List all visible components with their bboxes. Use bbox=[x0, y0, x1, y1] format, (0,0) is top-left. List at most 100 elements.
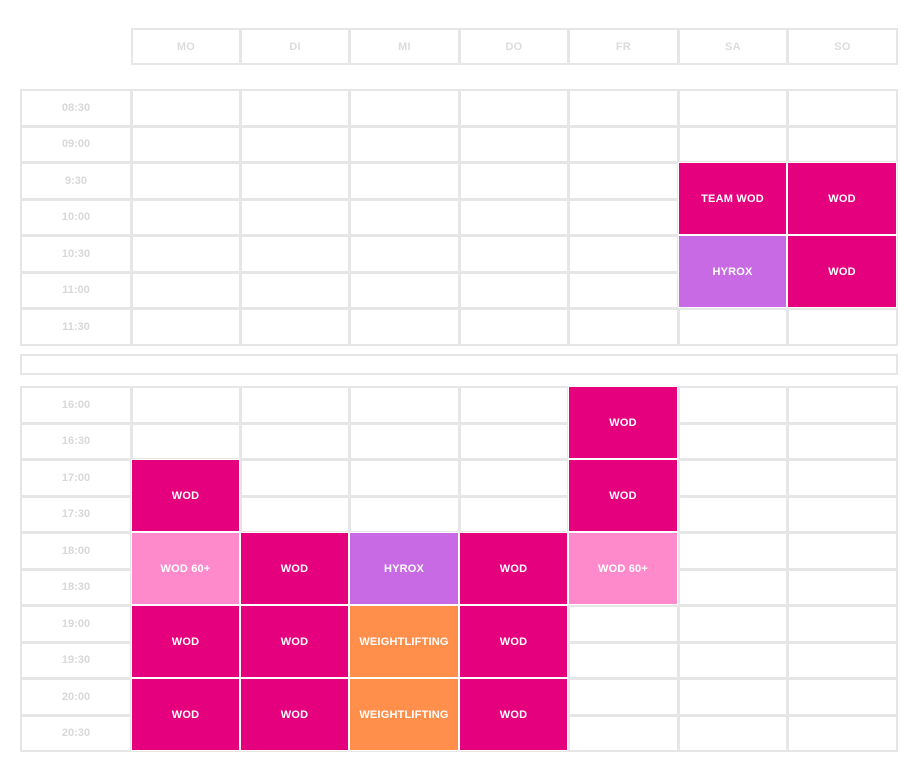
schedule-cell bbox=[131, 162, 241, 200]
time-label: 18:30 bbox=[20, 568, 132, 606]
schedule-cell bbox=[459, 422, 569, 460]
schedule-cell bbox=[678, 532, 788, 570]
schedule-cell bbox=[240, 198, 350, 236]
schedule-cell bbox=[240, 89, 350, 127]
class-slot-wod[interactable]: WOD bbox=[568, 386, 678, 459]
schedule-cell bbox=[787, 714, 898, 752]
schedule-cell bbox=[349, 459, 460, 497]
time-label: 17:00 bbox=[20, 459, 132, 497]
time-label: 9:30 bbox=[20, 162, 132, 200]
schedule-cell bbox=[678, 89, 788, 127]
class-slot-wod[interactable]: TEAM WOD bbox=[678, 162, 787, 235]
class-slot-wod[interactable]: WOD bbox=[459, 678, 568, 751]
schedule-cell bbox=[787, 308, 898, 346]
schedule-cell bbox=[787, 678, 898, 716]
schedule-cell bbox=[349, 271, 460, 309]
schedule-cell bbox=[459, 89, 569, 127]
class-slot-wod[interactable]: WOD bbox=[131, 459, 240, 532]
schedule-cell bbox=[240, 162, 350, 200]
schedule-cell bbox=[678, 495, 788, 533]
schedule-cell bbox=[131, 198, 241, 236]
schedule-cell bbox=[787, 422, 898, 460]
schedule-cell bbox=[787, 532, 898, 570]
day-header-do: DO bbox=[459, 28, 569, 65]
class-slot-weightlifting[interactable]: WEIGHTLIFTING bbox=[349, 605, 459, 678]
schedule-cell bbox=[349, 162, 460, 200]
schedule-cell bbox=[787, 459, 898, 497]
day-header-fr: FR bbox=[568, 28, 679, 65]
schedule-cell bbox=[349, 495, 460, 533]
time-label: 09:00 bbox=[20, 125, 132, 163]
class-slot-wod[interactable]: WOD bbox=[240, 605, 349, 678]
schedule-cell bbox=[240, 386, 350, 424]
schedule-cell bbox=[131, 89, 241, 127]
schedule-cell bbox=[568, 271, 679, 309]
schedule-cell bbox=[568, 89, 679, 127]
schedule-cell bbox=[787, 605, 898, 643]
schedule-cell bbox=[131, 422, 241, 460]
schedule-cell bbox=[131, 308, 241, 346]
time-label: 18:00 bbox=[20, 532, 132, 570]
time-label: 17:30 bbox=[20, 495, 132, 533]
day-header-di: DI bbox=[240, 28, 350, 65]
day-header-mo: MO bbox=[131, 28, 241, 65]
class-slot-hyrox[interactable]: HYROX bbox=[349, 532, 459, 605]
schedule-cell bbox=[678, 422, 788, 460]
day-header-so: SO bbox=[787, 28, 898, 65]
class-slot-wod[interactable]: WOD bbox=[787, 162, 897, 235]
schedule-cell bbox=[349, 89, 460, 127]
schedule-cell bbox=[240, 235, 350, 273]
time-label: 11:00 bbox=[20, 271, 132, 309]
schedule-cell bbox=[568, 162, 679, 200]
schedule-cell bbox=[568, 714, 679, 752]
class-slot-wod[interactable]: WOD bbox=[240, 678, 349, 751]
time-label: 10:00 bbox=[20, 198, 132, 236]
schedule-cell bbox=[131, 271, 241, 309]
schedule-cell bbox=[349, 386, 460, 424]
schedule-cell bbox=[678, 308, 788, 346]
time-label: 19:30 bbox=[20, 641, 132, 679]
schedule-cell bbox=[678, 714, 788, 752]
schedule-cell bbox=[240, 459, 350, 497]
class-slot-wod60[interactable]: WOD 60+ bbox=[568, 532, 678, 605]
schedule-cell bbox=[568, 605, 679, 643]
schedule-cell bbox=[678, 641, 788, 679]
class-slot-wod[interactable]: WOD bbox=[787, 235, 897, 308]
day-header-mi: MI bbox=[349, 28, 460, 65]
schedule-cell bbox=[568, 235, 679, 273]
schedule-cell bbox=[459, 308, 569, 346]
schedule-cell bbox=[678, 605, 788, 643]
schedule-cell bbox=[349, 308, 460, 346]
class-slot-wod[interactable]: WOD bbox=[459, 605, 568, 678]
schedule-cell bbox=[240, 125, 350, 163]
time-label: 20:00 bbox=[20, 678, 132, 716]
class-slot-wod[interactable]: WOD bbox=[459, 532, 568, 605]
schedule-cell bbox=[131, 125, 241, 163]
schedule-cell bbox=[240, 495, 350, 533]
schedule-cell bbox=[349, 125, 460, 163]
class-slot-wod[interactable]: WOD bbox=[131, 678, 240, 751]
time-label: 16:30 bbox=[20, 422, 132, 460]
schedule-cell bbox=[349, 422, 460, 460]
class-slot-wod60[interactable]: WOD 60+ bbox=[131, 532, 240, 605]
schedule-cell bbox=[131, 386, 241, 424]
schedule-cell bbox=[459, 459, 569, 497]
class-slot-wod[interactable]: WOD bbox=[568, 459, 678, 532]
class-slot-wod[interactable]: WOD bbox=[240, 532, 349, 605]
schedule-cell bbox=[678, 568, 788, 606]
time-label: 08:30 bbox=[20, 89, 132, 127]
schedule-cell bbox=[459, 271, 569, 309]
class-slot-weightlifting[interactable]: WEIGHTLIFTING bbox=[349, 678, 459, 751]
schedule-cell bbox=[678, 678, 788, 716]
class-slot-hyrox[interactable]: HYROX bbox=[678, 235, 787, 308]
schedule-cell bbox=[787, 495, 898, 533]
schedule-cell bbox=[240, 271, 350, 309]
class-slot-wod[interactable]: WOD bbox=[131, 605, 240, 678]
schedule-cell bbox=[459, 162, 569, 200]
schedule-cell bbox=[568, 308, 679, 346]
schedule-cell bbox=[568, 641, 679, 679]
schedule-cell bbox=[349, 235, 460, 273]
schedule-cell bbox=[787, 641, 898, 679]
schedule-cell bbox=[787, 386, 898, 424]
day-header-sa: SA bbox=[678, 28, 788, 65]
